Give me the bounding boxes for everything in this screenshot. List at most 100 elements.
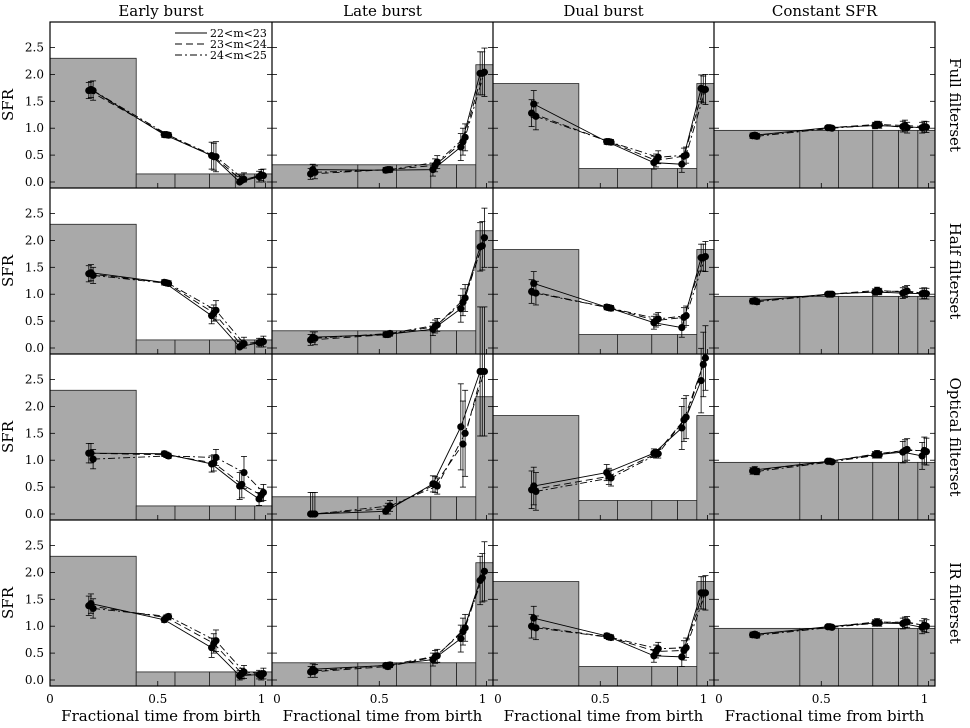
y-axis-label-r3: SFR [0,586,17,619]
y-tick-label-r2-3: 1.5 [25,426,44,440]
y-tick-label-r2-4: 2.0 [25,399,44,413]
y-tick-label-r1-3: 1.5 [25,260,44,274]
data-point-r2-c0-s2-p0 [89,455,97,463]
true-sfh-bar-r2-c3-b1 [799,461,839,521]
data-point-r3-c1-s2-p1 [386,661,394,669]
data-point-r1-c0-s2-p1 [164,279,173,288]
true-sfh-bar-r2-c0-b1 [135,505,176,521]
true-sfh-bar-r1-c3-b3 [872,295,899,355]
series-line-r0-c0-s1 [88,90,262,181]
data-point-r2-c1-s2-p4 [480,367,489,376]
column-title-dual-burst: Dual burst [563,2,643,20]
data-point-r0-c0-s2-p3 [240,175,248,183]
data-point-r0-c2-s2-p2 [654,153,662,161]
data-point-r1-c2-s2-p4 [701,252,710,261]
y-tick-label-r1-0: 0.0 [25,341,44,355]
series-line-r3-c1-s1 [310,577,483,673]
y-tick-label-r0-3: 1.5 [25,94,44,108]
x-tick-label-c3-1: 0.5 [812,692,831,706]
true-sfh-bar-r3-c2-b3 [651,666,678,687]
true-sfh-bar-r0-c2-b0 [492,83,580,189]
row-label-optical-filterset: Optical filterset [946,377,964,496]
data-point-r0-c0-s2-p0 [89,86,97,95]
row-label-ir-filterset: IR filterset [946,562,964,643]
legend-label-1: 23<m<24 [210,38,267,51]
true-sfh-bar-r3-c2-b1 [578,666,618,687]
true-sfh-bar-r1-c3-b4 [898,295,919,355]
true-sfh-bar-r2-c3-b3 [872,461,899,521]
series-line-r3-c1-s2 [314,571,485,672]
y-tick-label-r2-1: 0.5 [25,480,44,494]
true-sfh-bar-r2-c3-b2 [838,461,874,521]
data-point-r1-c0-s2-p4 [259,337,267,346]
true-sfh-bar-r3-c0-b3 [209,671,236,687]
data-point-r3-c3-s2-p3 [903,618,911,626]
true-sfh-bar-r2-c0-b3 [209,505,236,521]
y-tick-label-r0-5: 2.5 [25,41,44,55]
true-sfh-bar-r2-c1-b4 [456,496,477,521]
x-axis-label-c1: Fractional time from birth [283,707,483,724]
data-point-r1-c0-s2-p2 [212,306,220,314]
series-line-r0-c1-s1 [310,73,483,175]
data-point-r0-c3-s2-p0 [753,132,761,140]
series-line-r2-c1-s1 [310,371,483,515]
data-point-r3-c3-s2-p0 [753,631,761,639]
true-sfh-bar-r0-c3-b3 [872,129,899,189]
true-sfh-bar-r2-c3-b5 [917,461,936,521]
y-tick-label-r3-3: 1.5 [25,592,44,606]
true-sfh-bar-r0-c3-b2 [838,129,874,189]
data-point-r2-c3-s2-p4 [922,448,931,456]
data-point-r3-c0-s2-p2 [212,637,220,645]
data-point-r1-c3-s2-p1 [828,290,836,298]
data-point-r3-c1-s2-p0 [311,667,319,675]
true-sfh-bar-r1-c0-b0 [49,223,137,355]
true-sfh-bar-r3-c2-b4 [677,666,698,687]
data-point-r1-c2-s2-p0 [532,289,540,297]
true-sfh-bar-r1-c3-b2 [838,295,874,355]
y-tick-label-r2-2: 1.0 [25,453,44,467]
true-sfh-bar-r3-c2-b2 [617,666,653,687]
data-point-r3-c2-s2-p4 [701,589,710,597]
series-line-r2-c2-s2 [535,357,706,492]
true-sfh-bar-r2-c2-b4 [677,500,698,521]
true-sfh-bar-r0-c1-b4 [456,164,477,189]
data-point-r3-c3-s2-p4 [922,622,931,630]
data-point-r2-c3-s2-p3 [903,445,911,454]
true-sfh-bar-r1-c2-b3 [651,334,678,355]
true-sfh-bar-r2-c2-b5 [696,415,715,521]
data-point-r0-c0-s2-p4 [259,171,267,180]
true-sfh-bar-r3-c3-b1 [799,627,839,687]
data-point-r0-c2-s2-p1 [607,138,615,146]
y-tick-label-r2-0: 0.0 [25,507,44,521]
data-point-r2-c1-s2-p2 [433,482,441,490]
true-sfh-bar-r3-c0-b0 [49,555,137,687]
true-sfh-bar-r1-c2-b2 [617,334,653,355]
data-point-r1-c1-s2-p0 [311,334,319,342]
row-label-half-filterset: Half filterset [946,223,964,320]
y-tick-label-r0-0: 0.0 [25,175,44,189]
data-point-r1-c2-s2-p1 [607,304,615,312]
series-line-r0-c1-s0 [312,73,481,171]
data-point-r3-c2-s2-p1 [607,633,615,642]
data-point-r3-c2-s2-p0 [532,624,540,632]
true-sfh-bar-r1-c0-b3 [209,339,236,355]
true-sfh-bar-r0-c2-b3 [651,168,678,189]
data-point-r0-c1-s2-p1 [386,166,394,174]
y-tick-label-r3-0: 0.0 [25,673,44,687]
true-sfh-bar-r2-c3-b4 [898,461,919,521]
data-point-r3-c1-s2-p4 [480,567,489,575]
true-sfh-bar-r2-c1-b3 [430,496,457,521]
data-point-r2-c2-s2-p3 [682,413,690,421]
x-tick-label-c3-0: 0 [715,692,723,706]
true-sfh-bar-r1-c3-b0 [713,295,801,355]
data-point-r3-c1-s2-p3 [461,624,469,632]
data-point-r1-c0-s2-p0 [89,271,97,279]
row-label-full-filterset: Full filterset [946,58,964,152]
true-sfh-bar-r2-c0-b5 [254,505,273,521]
x-tick-label-c3-2: 1 [921,692,929,706]
x-tick-label-c0-0: 0 [46,692,54,706]
series-line-r1-c1-s0 [312,246,481,338]
true-sfh-bar-r0-c3-b5 [917,129,936,189]
data-point-r0-c3-s2-p2 [875,121,883,129]
